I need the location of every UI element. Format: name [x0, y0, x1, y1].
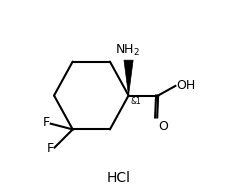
Text: F: F	[42, 116, 50, 129]
Text: &1: &1	[130, 97, 141, 106]
Polygon shape	[124, 60, 133, 96]
Text: OH: OH	[177, 79, 196, 92]
Text: O: O	[158, 120, 168, 133]
Text: NH$_2$: NH$_2$	[115, 43, 140, 58]
Text: F: F	[46, 142, 53, 155]
Text: HCl: HCl	[107, 171, 131, 185]
